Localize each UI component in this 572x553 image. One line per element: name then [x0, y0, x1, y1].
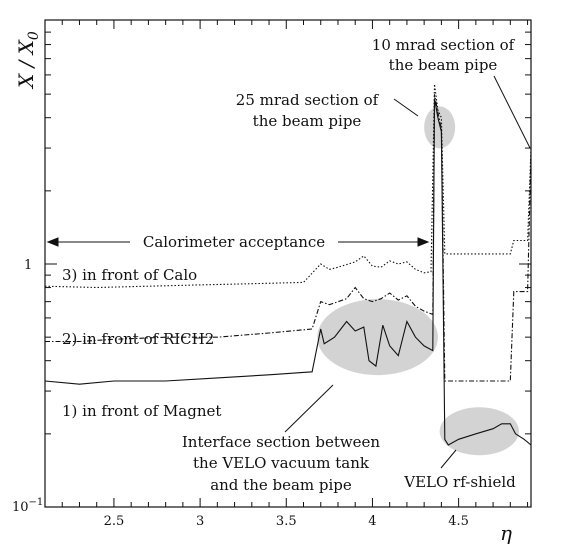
curve-label-rich2: 2) in front of RICH2 — [62, 330, 214, 348]
x-tick-label: 4.5 — [448, 514, 469, 529]
annotation-10mrad-line2: the beam pipe — [389, 56, 498, 74]
x-axis-label: η — [500, 521, 512, 545]
annotation-rf-shield: VELO rf-shield — [403, 449, 516, 491]
shade-region_interface — [317, 299, 438, 376]
annotation-25mrad-line1: 25 mrad section of — [236, 91, 380, 109]
series-line-2 — [45, 94, 532, 382]
y-tick-label-tenth-base: 10 — [12, 500, 29, 515]
y-tick-label-tenth: 10−1 — [12, 497, 43, 515]
shade-region_rf — [439, 407, 519, 456]
curve-label-magnet: 1) in front of Magnet — [62, 402, 221, 420]
x-tick-label: 3.5 — [276, 514, 297, 529]
annotation-interface-pointer — [284, 384, 334, 433]
calo-acceptance-arrow — [46, 237, 430, 247]
x-tick-label: 2.5 — [104, 514, 125, 529]
annotation-10mrad: 10 mrad section of the beam pipe — [372, 36, 531, 149]
annotation-interface: Interface section between the VELO vacuu… — [182, 384, 381, 494]
y-axis-label-main: X / X — [14, 39, 38, 90]
y-tick-label-tenth-exp: −1 — [29, 497, 44, 508]
annotation-interface-line3: and the beam pipe — [210, 476, 352, 494]
material-curves — [44, 84, 532, 446]
annotation-10mrad-line1: 10 mrad section of — [372, 36, 516, 54]
x-tick-label: 3 — [196, 514, 204, 529]
axis-ticks — [45, 20, 531, 507]
calo-arrow-right-head — [417, 237, 430, 247]
shaded-regions — [317, 106, 519, 456]
series-line-1 — [44, 84, 532, 289]
annotation-25mrad: 25 mrad section of the beam pipe — [236, 91, 419, 130]
calo-arrow-left-head — [46, 237, 59, 247]
calo-acceptance-label: Calorimeter acceptance — [143, 233, 325, 251]
annotation-25mrad-pointer — [393, 98, 419, 117]
y-axis-label: X / X0 — [14, 31, 42, 90]
annotation-rf-shield-line1: VELO rf-shield — [403, 473, 516, 491]
y-axis-label-subscript: 0 — [26, 31, 42, 40]
annotation-10mrad-pointer — [493, 75, 531, 149]
curve-label-calo: 3) in front of Calo — [62, 266, 197, 284]
annotation-interface-line1: Interface section between — [182, 433, 381, 451]
annotation-rf-shield-pointer — [440, 449, 457, 469]
series-line-3 — [44, 98, 532, 446]
annotation-interface-line2: the VELO vacuum tank — [193, 454, 370, 472]
y-tick-label-one: 1 — [24, 258, 32, 273]
annotation-25mrad-line2: the beam pipe — [253, 112, 362, 130]
x-tick-labels: 2.5 3 3.5 4 4.5 — [104, 514, 469, 529]
x-tick-label: 4 — [368, 514, 376, 529]
shade-region_25mrad — [424, 106, 456, 149]
